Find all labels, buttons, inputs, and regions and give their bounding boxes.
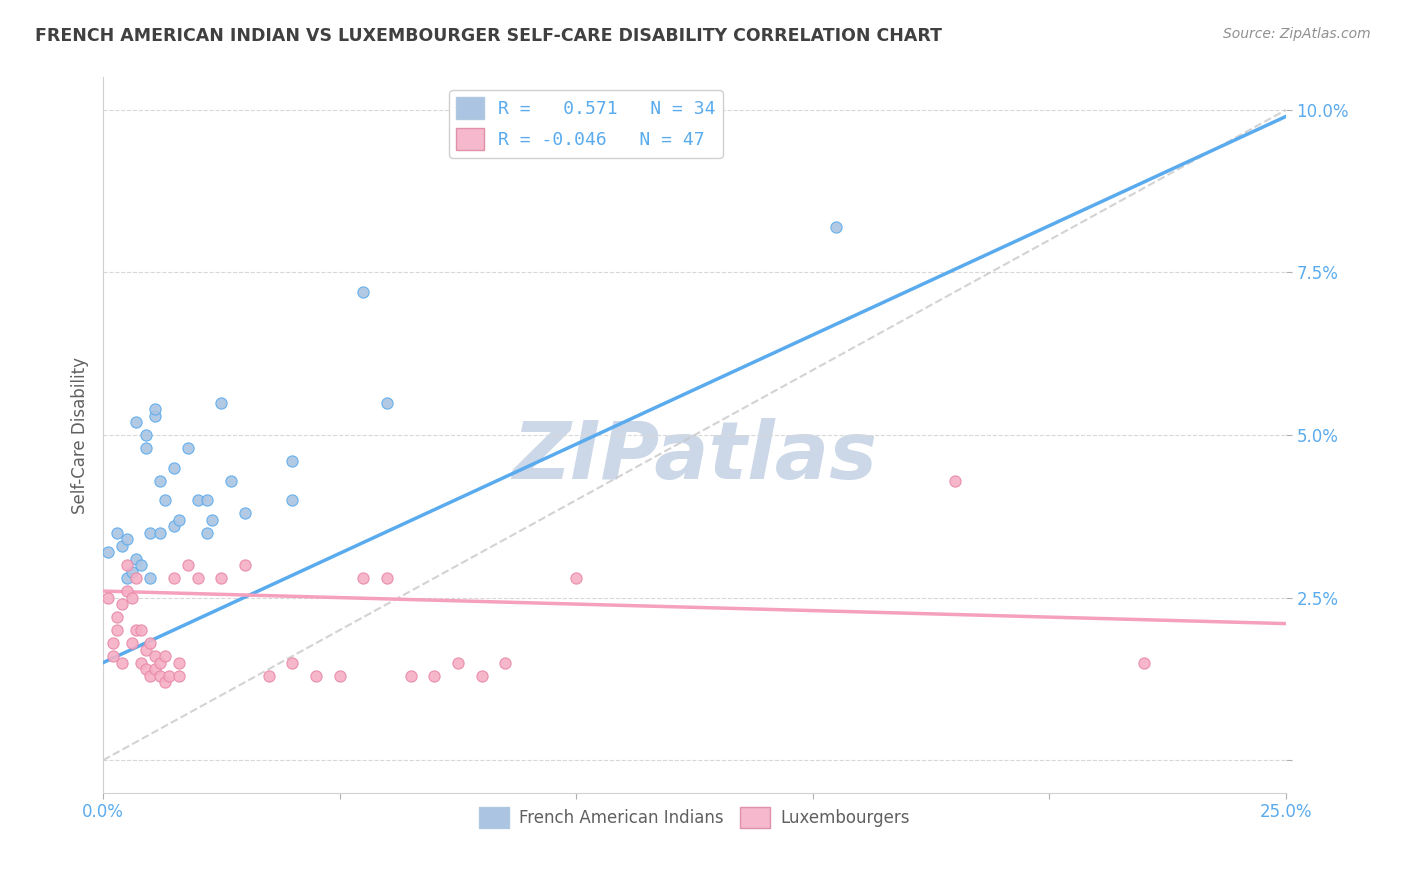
Point	[115, 571, 138, 585]
Point	[163, 571, 186, 585]
Point	[115, 584, 138, 599]
Point	[143, 662, 166, 676]
Text: ZIPatlas: ZIPatlas	[512, 417, 877, 495]
Point	[111, 597, 134, 611]
Point	[135, 428, 157, 442]
Point	[153, 493, 176, 508]
Point	[167, 512, 190, 526]
Point	[149, 668, 172, 682]
Point	[423, 668, 446, 682]
Point	[135, 642, 157, 657]
Point	[121, 565, 143, 579]
Point	[115, 532, 138, 546]
Point	[143, 409, 166, 423]
Point	[167, 656, 190, 670]
Point	[157, 668, 180, 682]
Text: FRENCH AMERICAN INDIAN VS LUXEMBOURGER SELF-CARE DISABILITY CORRELATION CHART: FRENCH AMERICAN INDIAN VS LUXEMBOURGER S…	[35, 27, 942, 45]
Point	[149, 656, 172, 670]
Point	[149, 525, 172, 540]
Point	[121, 591, 143, 605]
Point	[129, 656, 152, 670]
Point	[105, 525, 128, 540]
Point	[187, 571, 209, 585]
Point	[233, 506, 256, 520]
Point	[163, 519, 186, 533]
Point	[149, 474, 172, 488]
Point	[125, 571, 148, 585]
Point	[135, 662, 157, 676]
Point	[471, 668, 494, 682]
Point	[167, 668, 190, 682]
Point	[139, 525, 162, 540]
Point	[219, 474, 242, 488]
Point	[187, 493, 209, 508]
Point	[352, 571, 374, 585]
Point	[111, 656, 134, 670]
Point	[125, 551, 148, 566]
Point	[399, 668, 422, 682]
Point	[177, 441, 200, 455]
Y-axis label: Self-Care Disability: Self-Care Disability	[72, 357, 89, 514]
Point	[201, 512, 224, 526]
Point	[565, 571, 588, 585]
Point	[153, 649, 176, 664]
Point	[97, 591, 120, 605]
Point	[153, 675, 176, 690]
Point	[139, 636, 162, 650]
Point	[233, 558, 256, 573]
Point	[281, 656, 304, 670]
Point	[281, 454, 304, 468]
Point	[129, 558, 152, 573]
Point	[135, 441, 157, 455]
Point	[143, 402, 166, 417]
Point	[111, 539, 134, 553]
Legend: French American Indians, Luxembourgers: French American Indians, Luxembourgers	[472, 801, 917, 834]
Text: Source: ZipAtlas.com: Source: ZipAtlas.com	[1223, 27, 1371, 41]
Point	[105, 610, 128, 624]
Point	[281, 493, 304, 508]
Point	[943, 474, 966, 488]
Point	[97, 545, 120, 559]
Point	[101, 636, 124, 650]
Point	[139, 571, 162, 585]
Point	[352, 285, 374, 299]
Point	[163, 460, 186, 475]
Point	[209, 395, 232, 409]
Point	[195, 493, 218, 508]
Point	[375, 395, 398, 409]
Point	[305, 668, 328, 682]
Point	[101, 649, 124, 664]
Point	[375, 571, 398, 585]
Point	[1133, 656, 1156, 670]
Point	[121, 636, 143, 650]
Point	[494, 656, 516, 670]
Point	[115, 558, 138, 573]
Point	[129, 623, 152, 637]
Point	[209, 571, 232, 585]
Point	[195, 525, 218, 540]
Point	[125, 623, 148, 637]
Point	[257, 668, 280, 682]
Point	[177, 558, 200, 573]
Point	[125, 415, 148, 429]
Point	[825, 219, 848, 234]
Point	[329, 668, 352, 682]
Point	[105, 623, 128, 637]
Point	[447, 656, 470, 670]
Point	[139, 668, 162, 682]
Point	[143, 649, 166, 664]
